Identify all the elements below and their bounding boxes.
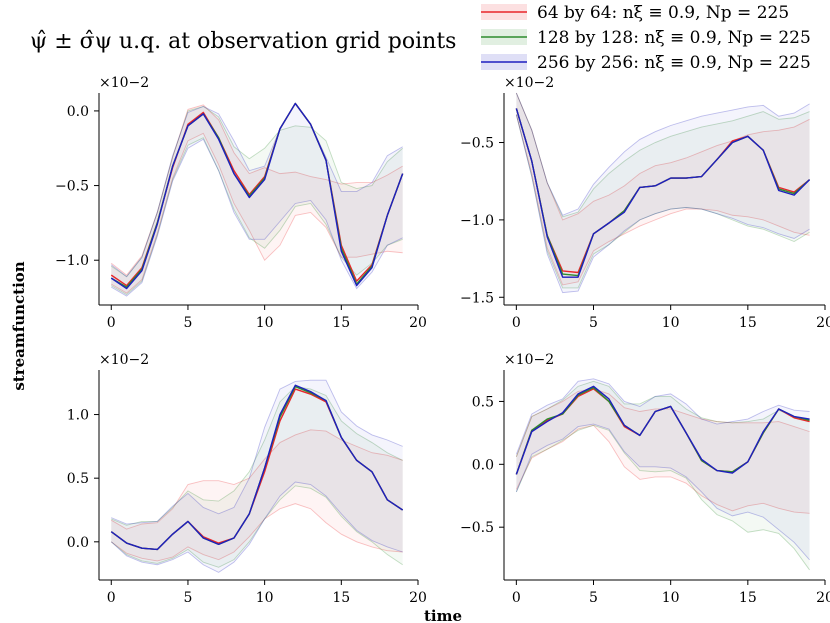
y-tick-label: 0.5: [472, 394, 494, 410]
band-upper-edge: [111, 105, 403, 278]
axis-multiplier: ×10−2: [504, 352, 554, 368]
band-upper-edge: [110, 104, 403, 276]
uncertainty-band: [111, 106, 403, 295]
band-upper-edge: [515, 380, 810, 457]
band-lower-edge: [110, 485, 403, 568]
x-tick-label: 10: [662, 315, 680, 331]
x-tick-label: 5: [589, 590, 598, 606]
uncertainty-band: [111, 386, 403, 568]
band-upper-edge: [111, 429, 403, 530]
band-upper-edge: [111, 386, 403, 526]
uncertainty-band: [111, 104, 403, 294]
subplots: 0 5 10 15 20 −1.0 −0.5 0.0 ×10−2 0 5 10 15 20 −1.5 −1.0…: [55, 75, 830, 606]
band-lower-edge: [515, 114, 810, 286]
legend-entry: 64 by 64: nξ ≡ 0.9, Np = 225: [537, 3, 789, 23]
y-tick-label: −1.0: [55, 253, 89, 269]
band-lower-edge: [515, 424, 810, 571]
x-tick-label: 10: [662, 590, 680, 606]
band-lower-edge: [111, 137, 403, 296]
y-tick-label: −1.0: [460, 213, 494, 229]
x-tick-label: 15: [332, 590, 350, 606]
band-lower-edge: [515, 424, 810, 514]
band-upper-edge: [111, 379, 403, 525]
axis-multiplier: ×10−2: [99, 75, 149, 91]
uncertainty-band: [516, 93, 810, 293]
y-tick-label: 0.5: [67, 471, 89, 487]
y-tick-label: 0.0: [67, 535, 89, 551]
band-upper-edge: [515, 92, 810, 216]
subplot-bottom-left: 0 5 10 15 20 0.0 0.5 1.0 ×10−2: [67, 352, 427, 606]
uncertainty-band: [516, 388, 810, 514]
band-lower-edge: [111, 503, 403, 562]
y-tick-label: −0.5: [460, 136, 494, 152]
x-tick-label: 10: [256, 590, 274, 606]
y-tick-label: 1.0: [67, 408, 89, 424]
uncertainty-band: [111, 380, 403, 573]
uncertainty-band: [111, 429, 403, 561]
x-tick-label: 5: [183, 315, 192, 331]
x-tick-label: 0: [512, 590, 521, 606]
x-tick-label: 20: [409, 590, 427, 606]
x-tick-label: 5: [589, 315, 598, 331]
series-line: [515, 385, 810, 475]
uncertainty-band: [516, 381, 810, 570]
uncertainty-band: [516, 378, 810, 560]
axis-multiplier: ×10−2: [99, 352, 149, 368]
band-lower-edge: [515, 114, 810, 294]
x-tick-label: 15: [332, 315, 350, 331]
subplot-top-left: 0 5 10 15 20 −1.0 −0.5 0.0 ×10−2: [55, 75, 427, 331]
y-tick-label: −1.5: [460, 290, 494, 306]
x-tick-label: 15: [739, 315, 757, 331]
x-axis-label: time: [424, 607, 462, 623]
y-tick-label: −0.5: [55, 179, 89, 195]
band-lower-edge: [111, 138, 403, 297]
band-upper-edge: [515, 92, 810, 218]
legend-entry: 128 by 128: nξ ≡ 0.9, Np = 225: [537, 28, 811, 48]
x-tick-label: 15: [739, 590, 757, 606]
series-line: [110, 384, 404, 551]
y-tick-label: −0.5: [460, 520, 494, 536]
subplot-top-right: 0 5 10 15 20 −1.5 −1.0 −0.5 ×10−2: [460, 75, 830, 331]
band-lower-edge: [515, 423, 810, 561]
x-tick-label: 0: [512, 315, 521, 331]
x-tick-label: 5: [183, 590, 192, 606]
y-axis-label: streamfunction: [10, 261, 28, 390]
uncertainty-band: [516, 93, 810, 288]
band-lower-edge: [111, 132, 403, 294]
x-tick-label: 0: [107, 315, 116, 331]
x-tick-label: 10: [256, 315, 274, 331]
band-lower-edge: [515, 114, 810, 289]
legend-entry: 256 by 256: nξ ≡ 0.9, Np = 225: [537, 53, 811, 73]
subplot-bottom-right: 0 5 10 15 20 −0.5 0.0 0.5 ×10−2: [460, 352, 830, 606]
band-lower-edge: [110, 481, 403, 573]
y-tick-label: 0.0: [472, 457, 494, 473]
band-upper-edge: [110, 102, 403, 278]
figure-title: ψ̂ ± σ̂ψ u.q. at observation grid points: [30, 29, 456, 54]
axis-multiplier: ×10−2: [504, 75, 554, 91]
band-upper-edge: [515, 378, 810, 455]
y-tick-label: 0.0: [67, 104, 89, 120]
x-tick-label: 20: [409, 315, 427, 331]
uncertainty-band: [111, 103, 403, 297]
x-tick-label: 0: [107, 590, 116, 606]
series-line: [515, 108, 811, 278]
x-tick-label: 20: [816, 315, 830, 331]
band-upper-edge: [515, 92, 810, 221]
x-tick-label: 20: [816, 590, 830, 606]
series-line: [110, 102, 404, 290]
legend: 64 by 64: nξ ≡ 0.9, Np = 225 128 by 128: …: [481, 3, 811, 73]
